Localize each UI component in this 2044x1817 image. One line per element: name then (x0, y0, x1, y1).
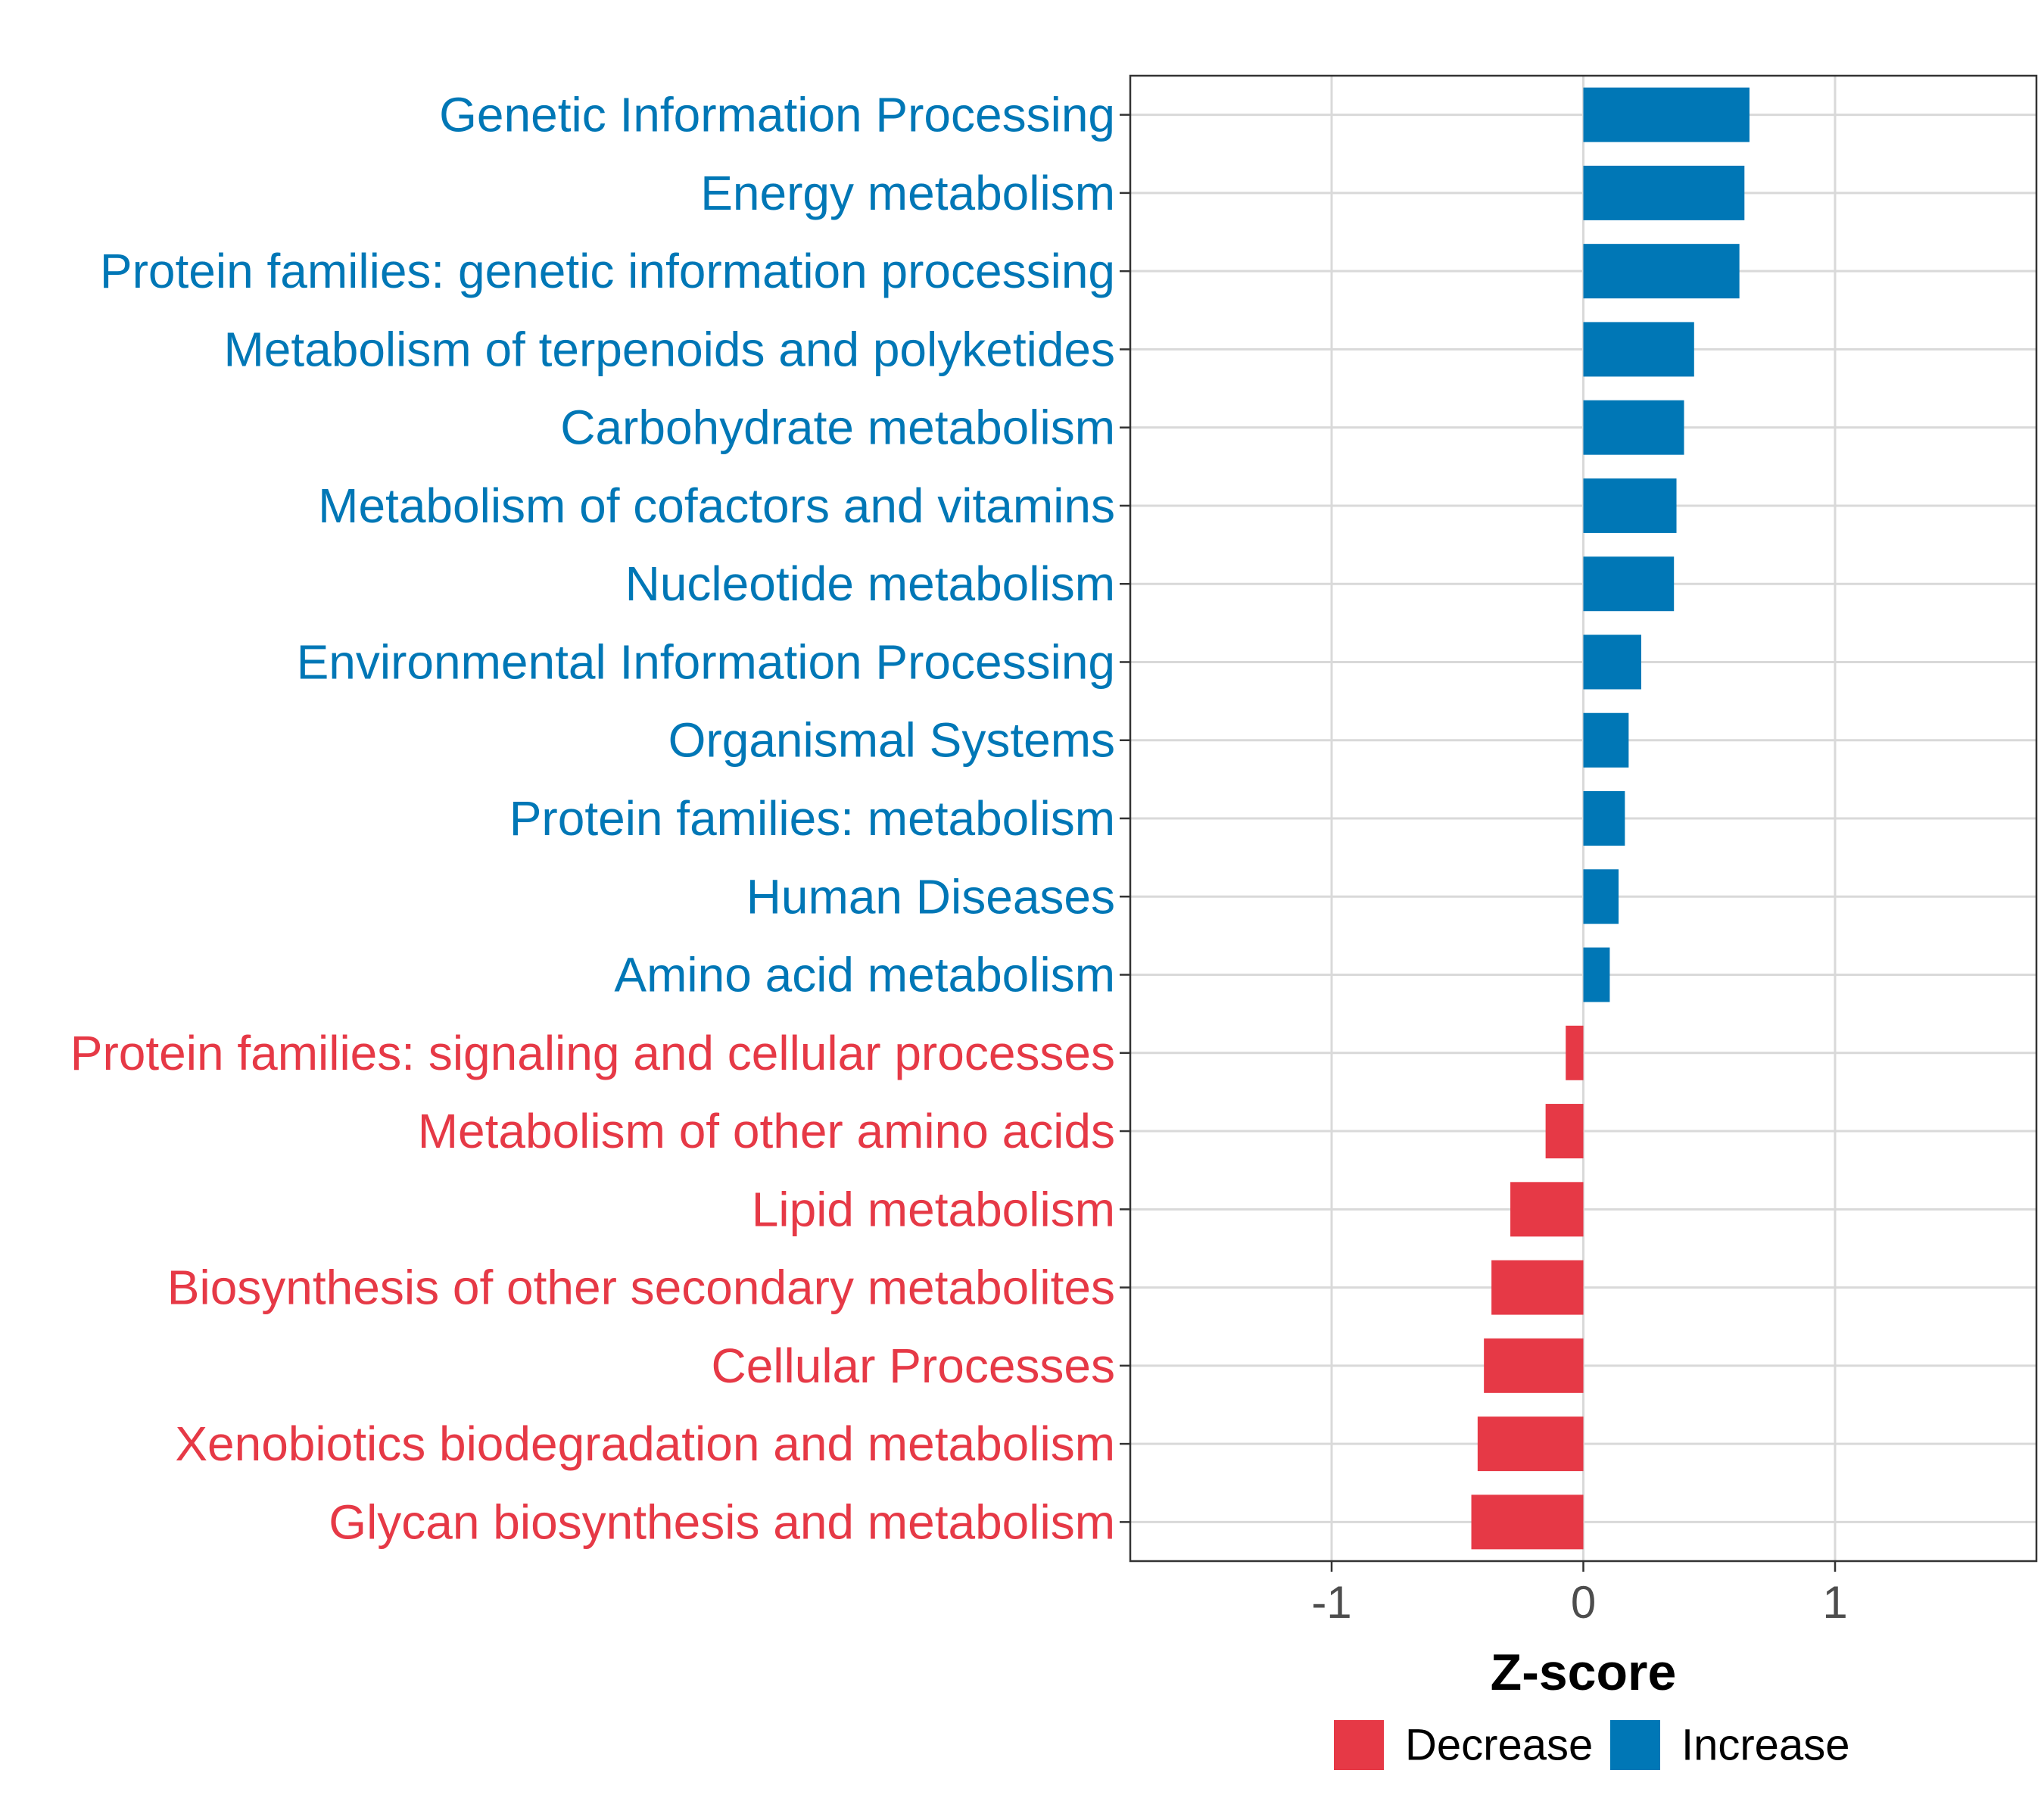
bar (1491, 1260, 1584, 1315)
category-label: Glycan biosynthesis and metabolism (329, 1494, 1115, 1549)
x-tick-label: 1 (1822, 1577, 1847, 1628)
bar (1583, 634, 1641, 690)
category-label: Protein families: metabolism (509, 791, 1115, 846)
category-label: Environmental Information Processing (297, 634, 1115, 689)
category-label: Xenobiotics biodegradation and metabolis… (175, 1417, 1115, 1471)
category-label: Nucleotide metabolism (625, 556, 1115, 611)
x-tick-label: -1 (1311, 1577, 1351, 1628)
category-label: Lipid metabolism (752, 1182, 1115, 1236)
bar (1583, 947, 1610, 1002)
legend: Decrease Increase (1334, 1720, 1849, 1770)
bar (1583, 244, 1740, 299)
category-label: Human Diseases (746, 869, 1115, 924)
legend-label: Decrease (1405, 1721, 1593, 1770)
category-label: Metabolism of terpenoids and polyketides (223, 322, 1115, 376)
bar (1545, 1104, 1584, 1159)
y-axis-ticks (1120, 114, 1130, 1523)
category-label: Organismal Systems (668, 713, 1115, 768)
legend-swatch (1334, 1720, 1384, 1770)
x-axis-title: Z-score (1491, 1644, 1677, 1701)
bar (1583, 400, 1684, 455)
bar (1583, 478, 1677, 533)
category-label: Metabolism of other amino acids (418, 1104, 1115, 1158)
bar (1583, 322, 1694, 377)
bar (1583, 712, 1629, 768)
legend-label: Increase (1681, 1721, 1849, 1770)
legend-swatch (1610, 1720, 1660, 1770)
category-label: Amino acid metabolism (614, 948, 1115, 1002)
bar-layer (1471, 87, 1750, 1550)
category-label: Genetic Information Processing (439, 88, 1115, 142)
bar (1583, 87, 1750, 142)
x-axis-ticks: -1 0 1 (1311, 1561, 1848, 1628)
bar (1583, 791, 1625, 846)
category-labels: Genetic Information Processing Energy met… (70, 88, 1115, 1550)
category-label: Carbohydrate metabolism (560, 400, 1115, 455)
bar (1477, 1417, 1584, 1472)
category-label: Biosynthesis of other secondary metaboli… (167, 1261, 1115, 1315)
category-label: Protein families: signaling and cellular… (70, 1026, 1115, 1080)
bar (1583, 869, 1619, 924)
bar (1471, 1494, 1584, 1550)
x-tick-label: 0 (1571, 1577, 1596, 1628)
category-label: Cellular Processes (711, 1339, 1115, 1393)
bar (1583, 556, 1675, 612)
bar (1583, 165, 1745, 220)
bar (1510, 1182, 1584, 1237)
category-label: Metabolism of cofactors and vitamins (318, 478, 1115, 533)
category-label: Protein families: genetic information pr… (100, 244, 1115, 298)
bar (1484, 1338, 1584, 1393)
category-label: Energy metabolism (700, 166, 1115, 220)
bar (1566, 1025, 1584, 1080)
